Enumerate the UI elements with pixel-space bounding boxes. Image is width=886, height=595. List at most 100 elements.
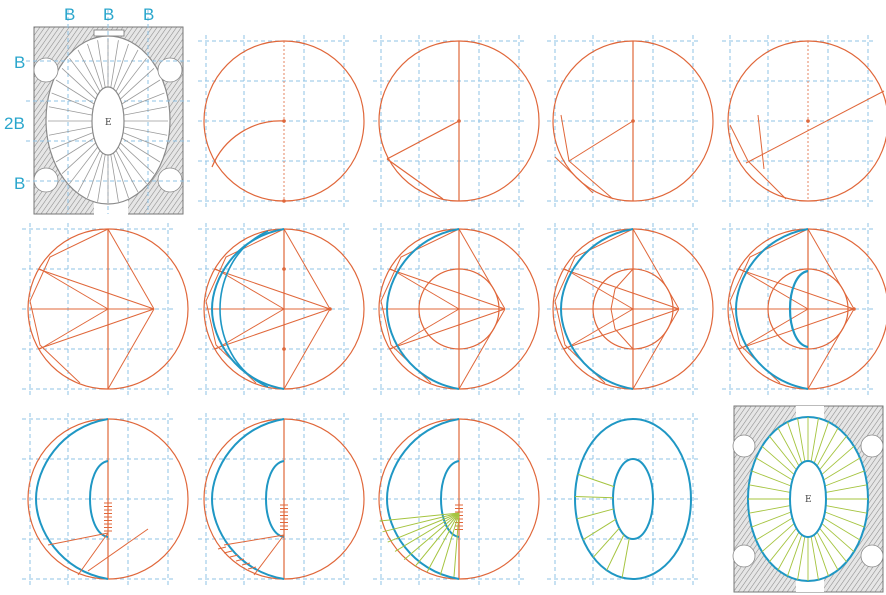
triangle-edge <box>283 228 331 310</box>
radial-joint <box>769 435 797 471</box>
radial-joint <box>751 511 792 528</box>
construction-point <box>852 307 856 311</box>
radial-joint <box>87 43 103 90</box>
corner-niche <box>157 167 183 193</box>
panel-step-14 <box>547 413 699 585</box>
inner-ring <box>612 458 654 540</box>
radial-joint <box>122 92 165 110</box>
radial-joint <box>113 43 129 90</box>
radial-joint <box>77 150 101 193</box>
polygon-chain <box>205 228 285 384</box>
radial-joint <box>61 67 97 100</box>
triangle-edge <box>562 268 680 310</box>
radial-joint <box>748 505 791 514</box>
triangle-edge <box>213 268 331 310</box>
radial-joint <box>121 137 161 163</box>
radial-joint <box>819 527 847 563</box>
panel-step-3 <box>373 35 540 207</box>
radial-joint <box>117 57 147 96</box>
radial-joint <box>824 470 865 487</box>
center-letter: E <box>105 118 112 128</box>
division-tick <box>229 554 239 558</box>
triangle-edge <box>562 308 680 350</box>
inner-curve <box>439 460 460 538</box>
chord <box>747 160 787 200</box>
row-label-3: B <box>14 174 25 193</box>
polygon-radius <box>564 308 634 350</box>
triangle-edge <box>37 268 155 310</box>
column-label-1: B <box>64 5 75 24</box>
radial-joint <box>821 445 855 475</box>
triangle-edge <box>283 308 331 390</box>
radial-joint <box>69 146 99 185</box>
radial-joint <box>51 132 94 150</box>
inner-curve <box>264 460 285 538</box>
radial-joint <box>119 67 155 100</box>
radial-joint <box>748 484 791 493</box>
chord <box>386 120 460 160</box>
ring-joint <box>577 473 615 488</box>
polygon-chain <box>380 228 460 384</box>
radial-joint <box>77 49 101 92</box>
outer-ring <box>574 418 692 580</box>
triangle-edge <box>107 308 155 390</box>
row-label-2: 2B <box>4 114 25 133</box>
polygon-radius <box>739 268 809 310</box>
joint-line <box>379 512 460 522</box>
chord <box>568 160 614 200</box>
polygon-chain <box>729 228 809 384</box>
joint-line <box>387 512 460 543</box>
inner-circle <box>418 268 500 350</box>
radial-joint <box>119 142 155 175</box>
radial-joint <box>48 126 93 136</box>
triangle-edge <box>388 268 506 310</box>
panel-step-8 <box>373 223 540 395</box>
radial-joint <box>87 152 103 199</box>
panel-final-plan: E <box>732 405 884 593</box>
triangle-edge <box>737 268 855 310</box>
triangle-edge <box>107 228 155 310</box>
construction-point <box>328 307 332 311</box>
corner-niche <box>860 434 884 458</box>
radial-joint <box>821 523 855 553</box>
radial-joint <box>110 154 119 202</box>
radial-joint <box>787 421 803 464</box>
corner-niche <box>860 544 884 568</box>
outer-curve <box>734 228 809 390</box>
polygon-radius <box>39 308 109 350</box>
radial-joint <box>787 534 803 577</box>
radial-joint <box>823 517 861 541</box>
row-labels: B 2B B <box>4 53 25 193</box>
triangle-edge <box>737 308 855 350</box>
projection-line <box>77 532 109 576</box>
row-label-1: B <box>14 53 25 72</box>
radial-joint <box>816 427 839 467</box>
construction-point <box>806 119 810 123</box>
polygon-radius <box>390 268 460 310</box>
panel-step-10 <box>722 223 886 395</box>
outer-curve <box>385 228 460 390</box>
chord <box>568 120 634 162</box>
projection-line <box>223 534 285 546</box>
radial-joint <box>755 517 793 541</box>
outer-curve-inner-edge <box>219 230 269 388</box>
polygon-chain <box>554 228 634 384</box>
column-labels: B B B <box>64 5 154 24</box>
column-label-2: B <box>103 5 114 24</box>
chord <box>386 158 444 200</box>
triangle-edge <box>388 308 506 350</box>
construction-point <box>631 119 635 123</box>
division-tick <box>235 558 245 562</box>
triangle-edge <box>213 308 331 350</box>
panel-step-2 <box>198 35 365 207</box>
radial-joint <box>69 57 99 96</box>
division-tick <box>247 566 257 570</box>
ring-joint <box>592 527 620 558</box>
radial-joint <box>123 106 168 116</box>
inner-polygon <box>610 268 634 350</box>
chord <box>560 114 570 162</box>
polygon-radius <box>215 308 285 350</box>
radial-joint <box>810 536 819 580</box>
ring-joint <box>621 538 630 578</box>
